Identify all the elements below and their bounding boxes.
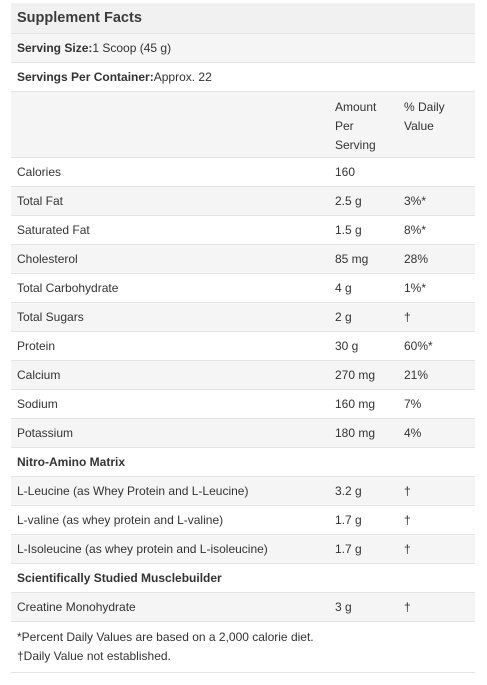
daily-value: 8%* (404, 223, 427, 237)
amount-per-serving: 1.7 g (335, 542, 362, 556)
nutrient-name: Calcium (17, 368, 61, 382)
amount-per-serving: 4 g (335, 281, 352, 295)
servings-per-container-row: Servings Per Container: Approx. 22 (11, 63, 475, 92)
amount-per-serving: 1.7 g (335, 513, 362, 527)
amount-column-header: Amount Per Serving (335, 100, 377, 152)
table-row: Sodium 160 mg 7% (11, 390, 475, 419)
amount-per-serving: 30 g (335, 339, 359, 353)
nutrient-name: L-Leucine (as Whey Protein and L-Leucine… (17, 484, 249, 498)
table-row: Total Carbohydrate 4 g 1%* (11, 274, 475, 303)
nutrient-name: Sodium (17, 397, 58, 411)
column-header-row: Amount Per Serving % Daily Value (11, 92, 475, 158)
nutrient-name: Total Carbohydrate (17, 281, 119, 295)
amino-section-heading: Nitro-Amino Matrix (11, 448, 475, 477)
table-row: Cholesterol 85 mg 28% (11, 245, 475, 274)
daily-value: † (404, 513, 411, 527)
table-row: Total Sugars 2 g † (11, 303, 475, 332)
nutrient-name: Saturated Fat (17, 223, 90, 237)
daily-value: † (404, 542, 411, 556)
table-row: Protein 30 g 60%* (11, 332, 475, 361)
nutrient-name: Total Fat (17, 194, 64, 208)
amount-per-serving: 160 mg (335, 397, 376, 411)
daily-value: † (404, 484, 411, 498)
serving-size-label: Serving Size: (17, 41, 93, 55)
nutrient-name: Calories (17, 165, 62, 179)
footnotes: *Percent Daily Values are based on a 2,0… (11, 622, 475, 673)
amount-per-serving: 85 mg (335, 252, 369, 266)
nutrient-name: Protein (17, 339, 56, 353)
daily-value-column-header: % Daily Value (404, 100, 445, 133)
table-row: L-Leucine (as Whey Protein and L-Leucine… (11, 477, 475, 506)
footnote-daily-values: *Percent Daily Values are based on a 2,0… (17, 630, 314, 644)
footnote-not-established: †Daily Value not established. (17, 649, 171, 663)
table-row: Saturated Fat 1.5 g 8%* (11, 216, 475, 245)
amount-per-serving: 180 mg (335, 426, 376, 440)
amount-per-serving: 270 mg (335, 368, 376, 382)
daily-value: † (404, 600, 411, 614)
table-row: Total Fat 2.5 g 3%* (11, 187, 475, 216)
daily-value: 7% (404, 397, 422, 411)
nutrient-name: L-valine (as whey protein and L-valine) (17, 513, 224, 527)
daily-value: 4% (404, 426, 422, 440)
musclebuilder-rows: Creatine Monohydrate 3 g † (11, 593, 475, 622)
table-row: L-valine (as whey protein and L-valine) 1… (11, 506, 475, 535)
daily-value: 28% (404, 252, 429, 266)
nutrient-name: Cholesterol (17, 252, 78, 266)
musclebuilder-section-heading: Scientifically Studied Musclebuilder (11, 564, 475, 593)
facts-title: Supplement Facts (11, 3, 475, 34)
amount-per-serving: 160 (335, 165, 356, 179)
daily-value: † (404, 310, 411, 324)
supplement-facts-table: Supplement Facts Serving Size: 1 Scoop (… (11, 3, 475, 673)
nutrient-name: L-Isoleucine (as whey protein and L-isol… (17, 542, 268, 556)
servings-per-container-label: Servings Per Container: (17, 70, 154, 84)
amount-per-serving: 1.5 g (335, 223, 362, 237)
nutrient-name: Potassium (17, 426, 74, 440)
nutrient-rows: Calories 160 Total Fat 2.5 g 3%* Saturated Fa… (11, 158, 475, 448)
daily-value: 60%* (404, 339, 433, 353)
amount-per-serving: 3.2 g (335, 484, 362, 498)
daily-value: 21% (404, 368, 429, 382)
table-row: L-Isoleucine (as whey protein and L-isol… (11, 535, 475, 564)
nutrient-name: Creatine Monohydrate (17, 600, 136, 614)
serving-size-value: 1 Scoop (45 g) (92, 41, 172, 55)
table-row: Calories 160 (11, 158, 475, 187)
servings-per-container-value: Approx. 22 (153, 70, 212, 84)
daily-value: 1%* (404, 281, 427, 295)
table-row: Potassium 180 mg 4% (11, 419, 475, 448)
amino-rows: L-Leucine (as Whey Protein and L-Leucine… (11, 477, 475, 564)
amount-per-serving: 2.5 g (335, 194, 362, 208)
serving-size-row: Serving Size: 1 Scoop (45 g) (11, 34, 475, 63)
table-row: Calcium 270 mg 21% (11, 361, 475, 390)
daily-value: 3%* (404, 194, 427, 208)
table-row: Creatine Monohydrate 3 g † (11, 593, 475, 622)
amount-per-serving: 3 g (335, 600, 352, 614)
amount-per-serving: 2 g (335, 310, 352, 324)
nutrient-name: Total Sugars (17, 310, 84, 324)
